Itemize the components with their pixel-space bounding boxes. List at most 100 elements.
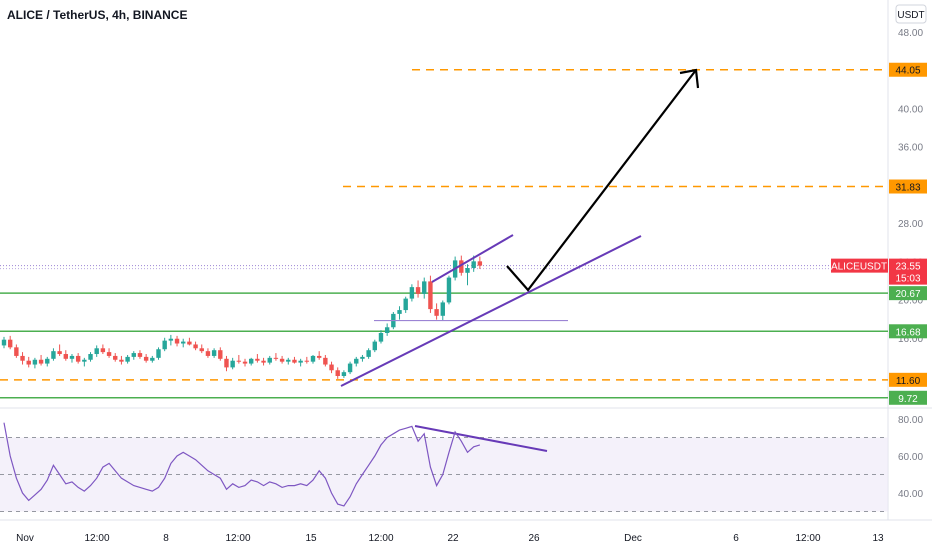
candle-body <box>150 357 155 361</box>
candle-body <box>316 355 322 358</box>
candle-body <box>298 360 303 363</box>
candle-body <box>335 370 340 376</box>
candle-body <box>20 355 25 361</box>
candle-body <box>329 364 334 371</box>
current-price-badge[interactable] <box>889 258 927 285</box>
level-price-badge[interactable] <box>889 286 927 301</box>
candle-body <box>199 348 204 352</box>
price-tick-label: 28.00 <box>898 219 923 230</box>
candle-body <box>32 359 38 365</box>
support-trendline <box>340 235 642 387</box>
candle-body <box>187 341 192 345</box>
time-tick-label: Nov <box>16 533 34 544</box>
candle-body <box>236 360 242 362</box>
candle-body <box>211 350 217 356</box>
chart-title: ALICE / TetherUS, 4h, BINANCE <box>7 8 187 22</box>
candle-body <box>255 358 260 361</box>
level-price-label: 11.60 <box>896 376 921 387</box>
candle-body <box>1 339 7 346</box>
candle-body <box>273 357 279 359</box>
candle-body <box>242 361 248 364</box>
time-tick-label: 12:00 <box>368 533 393 544</box>
candle-body <box>75 355 81 362</box>
level-price-badge[interactable] <box>889 179 927 194</box>
candle-body <box>267 357 272 363</box>
candle-body <box>304 360 310 362</box>
time-tick-label: Dec <box>624 533 642 544</box>
candle-body <box>397 310 402 314</box>
current-price-label: 23.55 <box>895 262 920 273</box>
candle-body <box>230 360 235 368</box>
candle-body <box>113 355 118 360</box>
candle-body <box>100 348 106 353</box>
candle-body <box>341 372 347 376</box>
time-tick-label: 12:00 <box>84 533 109 544</box>
candle-body <box>205 351 211 356</box>
time-axis[interactable]: Nov 12:00 8 12:00 15 12:00 22 26 Dec 6 12:00 13 <box>16 533 884 544</box>
candle-body <box>384 327 390 333</box>
candle-body <box>459 260 464 273</box>
candle-body <box>310 355 316 362</box>
candle-body <box>88 354 93 360</box>
currency-badge-label: USDT <box>897 10 924 21</box>
candle-body <box>372 341 377 351</box>
candle-body <box>193 344 198 349</box>
rsi-series <box>3 422 481 507</box>
candle-body <box>323 357 328 365</box>
candle-body <box>26 360 31 365</box>
candle-body <box>106 352 112 356</box>
time-tick-label: 13 <box>872 533 884 544</box>
candle-body <box>403 298 408 311</box>
candle-body <box>57 351 62 355</box>
price-axis[interactable]: 48.0044.0040.0036.0032.0028.0024.0020.00… <box>831 28 927 500</box>
rsi-tick-label: 40.00 <box>898 489 923 500</box>
candle-body <box>446 277 452 303</box>
level-price-label: 9.72 <box>898 394 918 405</box>
time-tick-label: 12:00 <box>225 533 250 544</box>
time-tick-label: 8 <box>163 533 169 544</box>
candle-body <box>292 359 297 363</box>
level-price-badge[interactable] <box>889 372 927 387</box>
candle-body <box>360 356 365 359</box>
candle-body <box>477 261 483 266</box>
candle-body <box>38 359 44 364</box>
channel-upper-line <box>431 234 514 283</box>
price-tick-label: 36.00 <box>898 143 923 154</box>
candle-body <box>354 358 359 364</box>
price-tick-label: 48.00 <box>898 28 923 39</box>
candle-body <box>63 354 68 359</box>
candle-body <box>168 338 174 341</box>
time-tick-label: 6 <box>733 533 739 544</box>
candle-body <box>409 287 415 299</box>
candle-body <box>434 309 439 316</box>
candle-body <box>45 358 50 364</box>
drawings <box>340 68 700 452</box>
candle-body <box>51 351 56 359</box>
candle-body <box>366 350 371 357</box>
level-price-label: 16.68 <box>895 327 920 338</box>
price-tick-label: 40.00 <box>898 104 923 115</box>
rsi-divergence-line <box>414 425 548 452</box>
candle-body <box>125 356 130 362</box>
candle-body <box>428 281 433 310</box>
rsi-tick-label: 80.00 <box>898 415 923 426</box>
level-price-badge[interactable] <box>889 390 927 405</box>
candle-body <box>422 281 427 294</box>
time-tick-label: 15 <box>305 533 317 544</box>
candle-body <box>156 349 161 358</box>
symbol-label: ALICEUSDT <box>831 262 887 273</box>
level-price-badge[interactable] <box>889 324 927 339</box>
candle-body <box>82 359 87 362</box>
level-price-label: 31.83 <box>895 183 920 194</box>
candle-body <box>415 287 421 294</box>
candle-body <box>174 338 180 344</box>
level-price-badge[interactable] <box>889 62 927 77</box>
candle-body <box>218 350 223 359</box>
candles <box>1 255 483 379</box>
time-tick-label: 26 <box>528 533 540 544</box>
symbol-badge[interactable] <box>831 258 888 273</box>
candle-body <box>137 353 143 357</box>
currency-badge[interactable]: USDT <box>895 4 927 24</box>
